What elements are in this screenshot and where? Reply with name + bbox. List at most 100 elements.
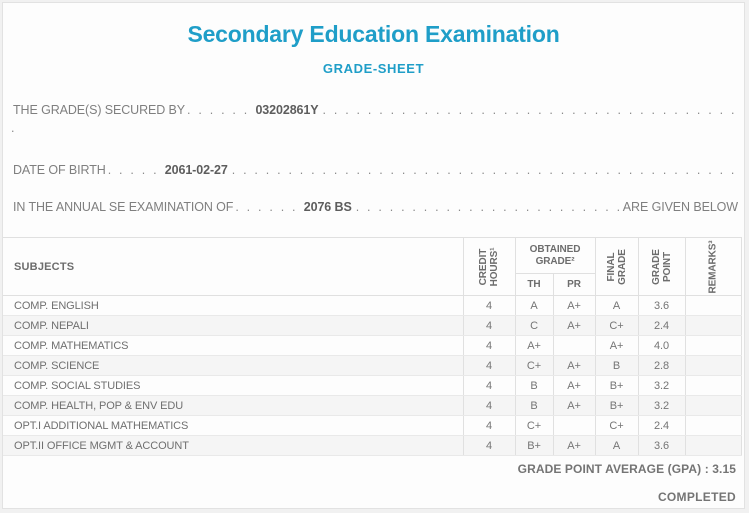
page-title: Secondary Education Examination bbox=[187, 21, 560, 47]
leader-dots: . . . . . bbox=[107, 163, 159, 177]
credit-hours-rotated-text: CREDIT HOURS¹ bbox=[478, 247, 500, 286]
dob-value: 2061-02-27 bbox=[164, 163, 228, 177]
status-completed: COMPLETED bbox=[657, 490, 736, 504]
subject-cell: COMP. ENGLISH bbox=[3, 295, 463, 316]
secured-by-label: THE GRADE(S) SECURED BY bbox=[13, 103, 186, 117]
final-grade-cell: A bbox=[594, 295, 638, 316]
table-row: OPT.II OFFICE MGMT & ACCOUNT 4 B+ A+ A 3… bbox=[3, 435, 742, 456]
credit-cell: 4 bbox=[462, 415, 515, 436]
header-obtained-grade: OBTAINED GRADE² bbox=[514, 237, 595, 274]
final-grade-cell: A bbox=[594, 435, 638, 456]
exam-suffix: ARE GIVEN BELOW bbox=[622, 200, 738, 214]
th-grade-cell: C+ bbox=[514, 355, 553, 376]
credit-cell: 4 bbox=[462, 315, 515, 336]
remarks-cell bbox=[684, 395, 742, 416]
th-grade-cell: A bbox=[514, 295, 553, 316]
exam-year-value: 2076 BS bbox=[303, 200, 352, 214]
remarks-cell bbox=[684, 435, 742, 456]
remarks-cell bbox=[684, 375, 742, 396]
dob-line: DATE OF BIRTH . . . . . 2061-02-27 . . .… bbox=[13, 163, 738, 177]
table-row: COMP. ENGLISH 4 A A+ A 3.6 bbox=[3, 295, 742, 316]
th-grade-cell: C+ bbox=[514, 415, 553, 436]
header-th: TH bbox=[514, 273, 553, 296]
credit-cell: 4 bbox=[462, 295, 515, 316]
final-grade-cell: B+ bbox=[594, 395, 638, 416]
th-grade-cell: C bbox=[514, 315, 553, 336]
symbol-number-value: 03202861Y bbox=[255, 103, 319, 117]
subject-cell: OPT.II OFFICE MGMT & ACCOUNT bbox=[3, 435, 463, 456]
remarks-cell bbox=[684, 335, 742, 356]
pr-grade-cell: A+ bbox=[552, 435, 595, 456]
subject-cell: COMP. HEALTH, POP & ENV EDU bbox=[3, 395, 463, 416]
table-row: OPT.I ADDITIONAL MATHEMATICS 4 C+ C+ 2.4 bbox=[3, 415, 742, 436]
grade-point-cell: 2.4 bbox=[637, 315, 685, 336]
final-grade-rotated-text: FINAL GRADE bbox=[605, 248, 628, 285]
table-row: COMP. SCIENCE 4 C+ A+ B 2.8 bbox=[3, 355, 742, 376]
subject-cell: OPT.I ADDITIONAL MATHEMATICS bbox=[3, 415, 463, 436]
header-subjects: SUBJECTS bbox=[3, 237, 463, 296]
leader-dots: . . . . . . bbox=[235, 200, 298, 214]
th-grade-cell: B+ bbox=[514, 435, 553, 456]
credit-cell: 4 bbox=[462, 435, 515, 456]
gpa-label: GRADE POINT AVERAGE (GPA) : bbox=[517, 462, 709, 476]
th-grade-cell: B bbox=[514, 375, 553, 396]
table-row: COMP. NEPALI 4 C A+ C+ 2.4 bbox=[3, 315, 742, 336]
header-remarks: REMARKS³ bbox=[684, 237, 742, 296]
dob-label: DATE OF BIRTH bbox=[13, 163, 106, 177]
leader-dots: . . . . . . bbox=[187, 103, 250, 117]
grade-point-rotated-text: GRADE POINT bbox=[650, 248, 673, 285]
final-grade-cell: B bbox=[594, 355, 638, 376]
credit-cell: 4 bbox=[462, 375, 515, 396]
secured-by-line: THE GRADE(S) SECURED BY . . . . . . 0320… bbox=[13, 103, 738, 117]
table-row: COMP. HEALTH, POP & ENV EDU 4 B A+ B+ 3.… bbox=[3, 395, 742, 416]
grade-point-cell: 3.2 bbox=[637, 395, 685, 416]
gpa-summary: GRADE POINT AVERAGE (GPA) : 3.15 bbox=[518, 462, 736, 476]
exam-line: IN THE ANNUAL SE EXAMINATION OF . . . . … bbox=[13, 200, 738, 214]
grade-point-cell: 3.6 bbox=[637, 295, 685, 316]
leader-dots-fill: . . . . . . . . . . . . . . . . . . . . … bbox=[355, 200, 619, 214]
remarks-cell bbox=[684, 415, 742, 436]
grade-point-cell: 3.6 bbox=[637, 435, 685, 456]
leader-dots-fill: . . . . . . . . . . . . . . . . . . . . … bbox=[231, 163, 738, 177]
grade-point-cell: 4.0 bbox=[637, 335, 685, 356]
header-grade-point: GRADE POINT bbox=[637, 237, 685, 296]
grades-table: SUBJECTS CREDIT HOURS¹ OBTAINED GRADE² F bbox=[3, 237, 742, 456]
header-credit-hours: CREDIT HOURS¹ bbox=[462, 237, 515, 296]
remarks-cell bbox=[684, 315, 742, 336]
credit-cell: 4 bbox=[462, 355, 515, 376]
pr-grade-cell: A+ bbox=[552, 355, 595, 376]
leader-dots-fill: . . . . . . . . . . . . . . . . . . . . … bbox=[322, 103, 739, 117]
grade-point-cell: 3.2 bbox=[637, 375, 685, 396]
final-grade-cell: C+ bbox=[594, 315, 638, 336]
stray-dot: . bbox=[11, 121, 15, 135]
th-grade-cell: A+ bbox=[514, 335, 553, 356]
table-row: COMP. MATHEMATICS 4 A+ A+ 4.0 bbox=[3, 335, 742, 356]
remarks-cell bbox=[684, 295, 742, 316]
exam-label: IN THE ANNUAL SE EXAMINATION OF bbox=[13, 200, 234, 214]
final-grade-cell: A+ bbox=[594, 335, 638, 356]
subject-cell: COMP. SOCIAL STUDIES bbox=[3, 375, 463, 396]
table-row: COMP. SOCIAL STUDIES 4 B A+ B+ 3.2 bbox=[3, 375, 742, 396]
final-grade-cell: C+ bbox=[594, 415, 638, 436]
final-grade-cell: B+ bbox=[594, 375, 638, 396]
th-grade-cell: B bbox=[514, 395, 553, 416]
subject-cell: COMP. MATHEMATICS bbox=[3, 335, 463, 356]
gpa-value: 3.15 bbox=[712, 462, 736, 476]
header-final-grade: FINAL GRADE bbox=[594, 237, 638, 296]
grade-point-cell: 2.4 bbox=[637, 415, 685, 436]
credit-cell: 4 bbox=[462, 395, 515, 416]
pr-grade-cell: A+ bbox=[552, 395, 595, 416]
subject-cell: COMP. NEPALI bbox=[3, 315, 463, 336]
pr-grade-cell: A+ bbox=[552, 375, 595, 396]
grade-point-cell: 2.8 bbox=[637, 355, 685, 376]
page-subtitle: GRADE-SHEET bbox=[322, 61, 425, 76]
header-pr: PR bbox=[552, 273, 595, 296]
pr-grade-cell: A+ bbox=[552, 295, 595, 316]
pr-grade-cell bbox=[552, 415, 595, 436]
remarks-rotated-text: REMARKS³ bbox=[707, 239, 719, 294]
subject-cell: COMP. SCIENCE bbox=[3, 355, 463, 376]
remarks-cell bbox=[684, 355, 742, 376]
pr-grade-cell bbox=[552, 335, 595, 356]
pr-grade-cell: A+ bbox=[552, 315, 595, 336]
